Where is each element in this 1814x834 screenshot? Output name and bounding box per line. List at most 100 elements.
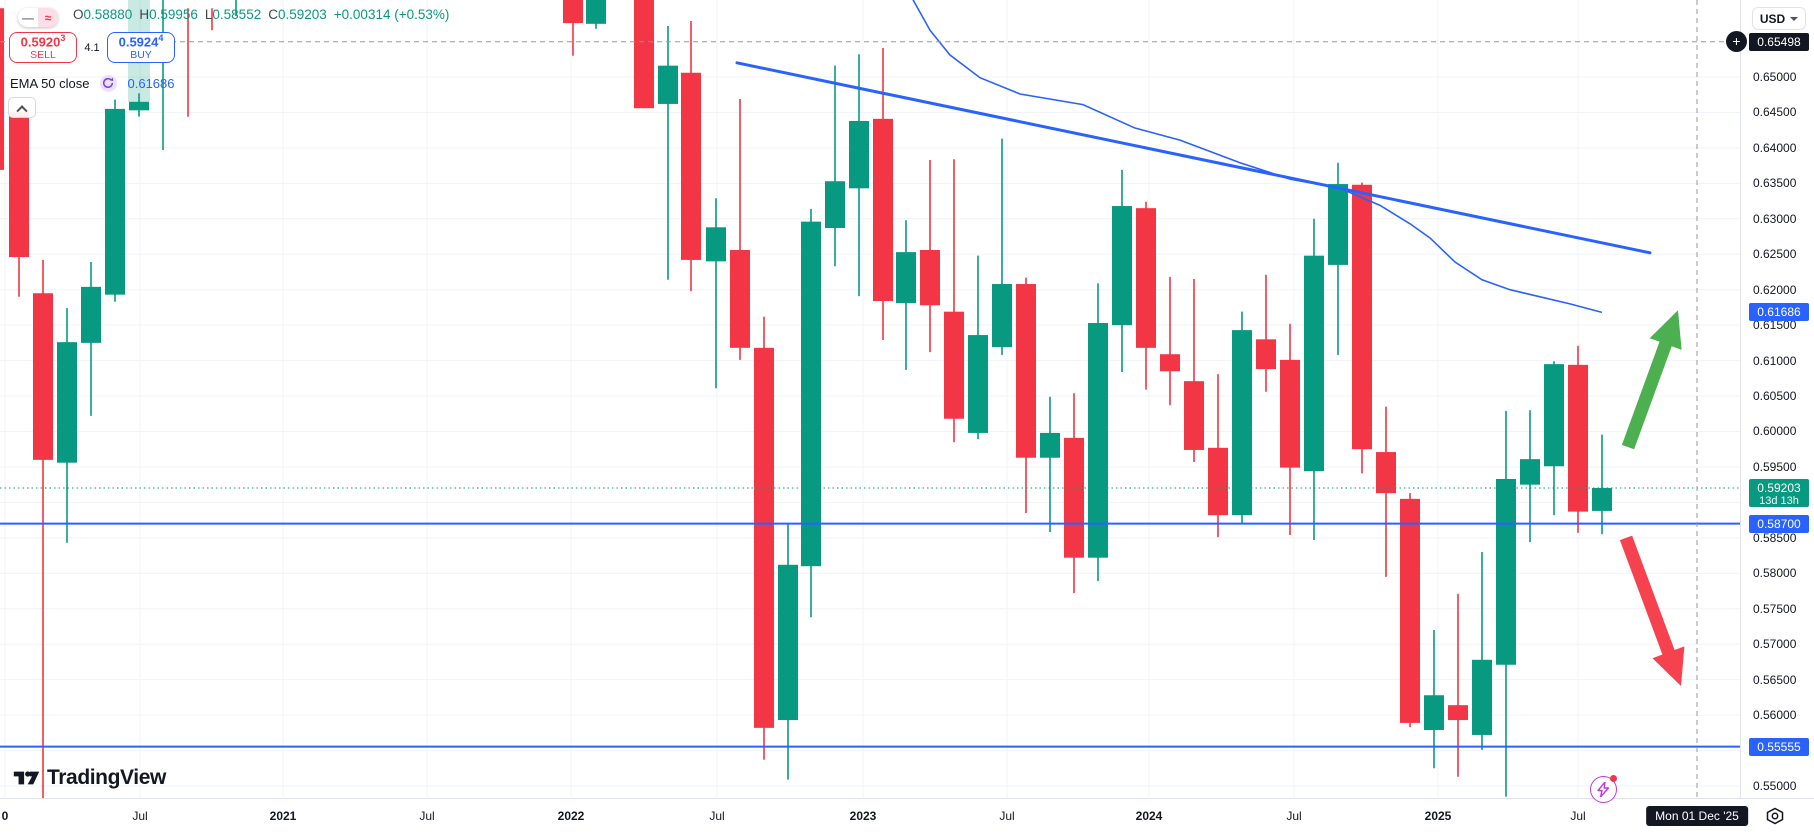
candle-body bbox=[681, 72, 701, 260]
approx-icon: ≈ bbox=[38, 8, 58, 27]
candle-body bbox=[57, 342, 77, 463]
candle-body bbox=[1448, 705, 1468, 721]
price-axis-label: 0.62000 bbox=[1753, 282, 1797, 297]
candle-body bbox=[754, 347, 774, 728]
ema-line bbox=[912, 0, 1603, 314]
trend-line bbox=[735, 61, 1652, 255]
candle-body bbox=[849, 120, 869, 189]
candle-body bbox=[778, 564, 798, 721]
tv-logo-icon bbox=[13, 771, 40, 785]
indicator-name: EMA 50 close bbox=[10, 75, 90, 91]
candle-body bbox=[586, 0, 606, 24]
time-axis-label: 2021 bbox=[269, 809, 297, 823]
indicator-value: 0.61686 bbox=[127, 75, 175, 91]
time-axis-label: 2025 bbox=[1424, 809, 1452, 823]
candle-body bbox=[1496, 479, 1516, 665]
candle-body bbox=[968, 335, 988, 433]
candle-body bbox=[801, 221, 821, 567]
candle-body bbox=[0, 8, 4, 170]
price-axis-label: 0.65000 bbox=[1753, 69, 1797, 84]
notification-dot bbox=[1610, 775, 1617, 782]
candle-body bbox=[1592, 488, 1612, 511]
high-value: 0.59956 bbox=[149, 7, 198, 22]
candle-body bbox=[1400, 498, 1420, 723]
price-axis-label: 0.60000 bbox=[1753, 424, 1797, 439]
price-axis-label: 0.59500 bbox=[1753, 459, 1797, 474]
candle-body bbox=[920, 249, 940, 306]
price-axis-label: 0.62500 bbox=[1753, 247, 1797, 262]
price-axis-label: 0.58500 bbox=[1753, 530, 1797, 545]
support-level-badge: 0.58700 bbox=[1749, 514, 1809, 533]
candle-body bbox=[944, 311, 964, 419]
candle-body bbox=[1568, 364, 1588, 512]
refresh-icon bbox=[99, 74, 117, 92]
time-axis-label: Jul bbox=[999, 809, 1015, 823]
currency-dropdown[interactable]: USD bbox=[1752, 7, 1806, 30]
price-axis-label: 0.61000 bbox=[1753, 353, 1797, 368]
change-value: +0.00314 (+0.53%) bbox=[333, 7, 450, 22]
chevron-up-icon bbox=[16, 104, 28, 116]
candle-body bbox=[129, 101, 149, 111]
candle-body bbox=[634, 0, 654, 109]
candle-body bbox=[825, 181, 845, 229]
spread-value: 4.1 bbox=[77, 32, 107, 63]
candle-body bbox=[730, 249, 750, 348]
candle-body bbox=[1040, 432, 1060, 458]
candle-body bbox=[896, 252, 916, 304]
candle-body bbox=[1184, 381, 1204, 450]
price-axis[interactable]: 0.65000 0.64500 0.64000 0.63500 0.63000 0.625… bbox=[1740, 0, 1814, 798]
time-axis-label: Jul bbox=[132, 809, 148, 823]
candle-body bbox=[33, 293, 53, 460]
high-label: H bbox=[139, 7, 150, 22]
candle-body bbox=[1016, 284, 1036, 458]
price-axis-label: 0.64500 bbox=[1753, 105, 1797, 120]
time-axis[interactable]: 0 Jul 2021 Jul 2022 Jul 2023 Jul 2024 Jul 2025 Jul M… bbox=[0, 798, 1814, 834]
candle-body bbox=[1136, 208, 1156, 348]
candle-body bbox=[1160, 354, 1180, 372]
close-value: 0.59203 bbox=[277, 7, 327, 22]
candle-body bbox=[1232, 330, 1252, 516]
candle-body bbox=[105, 108, 125, 295]
tradingview-logo-text: TradingView bbox=[47, 766, 166, 789]
price-axis-label: 0.60500 bbox=[1753, 389, 1797, 404]
price-axis-label: 0.64000 bbox=[1753, 140, 1797, 155]
candle-body bbox=[1280, 359, 1300, 468]
buy-button-label: BUY bbox=[130, 48, 152, 61]
indicator-legend-row[interactable]: EMA 50 close 0.61686 bbox=[10, 73, 175, 93]
sell-button[interactable]: 0.59203 SELL bbox=[9, 32, 77, 63]
price-axis-label: 0.56500 bbox=[1753, 672, 1797, 687]
tradingview-logo[interactable]: TradingView bbox=[13, 766, 166, 790]
candle-body bbox=[1520, 459, 1540, 485]
candlestick-chart[interactable] bbox=[0, 0, 1740, 798]
candle-body bbox=[658, 65, 678, 104]
ema-value-badge: 0.61686 bbox=[1749, 302, 1809, 321]
legend-toggle-pill[interactable]: — ≈ bbox=[18, 8, 58, 27]
time-axis-label: 2022 bbox=[557, 809, 585, 823]
candle-body bbox=[1064, 437, 1084, 558]
time-axis-label: 0 bbox=[1, 809, 9, 823]
time-axis-label: Jul bbox=[709, 809, 725, 823]
candle-body bbox=[1256, 339, 1276, 370]
candle-body bbox=[706, 227, 726, 262]
low-label: L bbox=[204, 7, 213, 22]
close-label: C bbox=[268, 7, 278, 22]
lightning-icon[interactable] bbox=[1590, 775, 1617, 803]
price-axis-label: 0.57000 bbox=[1753, 637, 1797, 652]
add-alert-plus-button[interactable]: + bbox=[1726, 31, 1747, 52]
collapse-legend-button[interactable] bbox=[8, 97, 36, 118]
crosshair-price-badge: 0.65498 bbox=[1749, 32, 1809, 51]
candle-body bbox=[1352, 184, 1372, 450]
eye-icon[interactable] bbox=[1764, 807, 1786, 825]
candle-body bbox=[1472, 659, 1492, 735]
open-value: 0.58880 bbox=[83, 7, 133, 22]
price-axis-label: 0.56000 bbox=[1753, 708, 1797, 723]
support-level-badge-low: 0.55555 bbox=[1749, 737, 1809, 756]
candle-body bbox=[9, 111, 29, 258]
sell-button-label: SELL bbox=[30, 48, 56, 61]
last-price-countdown-badge: 0.59203 13d 13h bbox=[1749, 479, 1809, 507]
price-axis-label: 0.55000 bbox=[1753, 778, 1797, 793]
buy-button[interactable]: 0.59244 BUY bbox=[107, 32, 175, 63]
low-value: 0.58552 bbox=[212, 7, 262, 22]
price-axis-label: 0.61500 bbox=[1753, 318, 1797, 333]
